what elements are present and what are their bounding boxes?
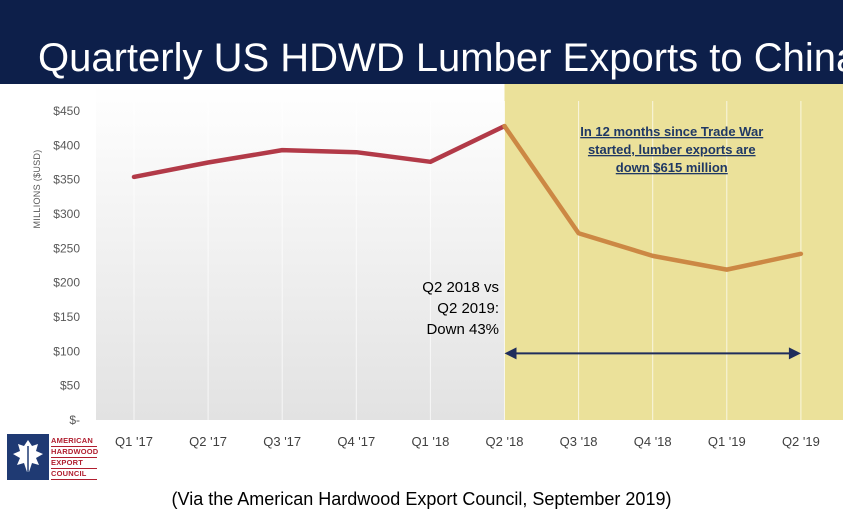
source-caption: (Via the American Hardwood Export Counci… [171,489,672,509]
slide-title: Quarterly US HDWD Lumber Exports to Chin… [38,36,843,80]
x-tick-label: Q3 '17 [263,434,301,449]
line-chart: $- $50 $100 $150 $200 $250 $300 $350 $400 $450 MI… [32,84,843,449]
y-tick-label: $150 [53,310,80,324]
logo-line: HARDWOOD [51,447,99,458]
x-tick-label: Q4 '18 [634,434,672,449]
y-tick-label: $250 [53,241,80,255]
comparison-arrow [504,347,801,360]
trade-war-highlight-region [504,84,843,420]
ahec-logo: AMERICAN HARDWOOD EXPORT COUNCIL [7,434,99,480]
x-tick-label: Q4 '17 [337,434,375,449]
x-tick-label: Q1 '19 [708,434,746,449]
x-tick-label: Q2 '17 [189,434,227,449]
logo-line: EXPORT [51,458,97,469]
trade-war-callout: In 12 months since Trade War started, lum… [580,124,763,175]
y-tick-label: $- [69,413,80,427]
logo-line: AMERICAN [51,436,97,447]
y-tick-label: $200 [53,276,80,290]
x-tick-label: Q3 '18 [560,434,598,449]
y-axis-ticks: $- $50 $100 $150 $200 $250 $300 $350 $400 $450 [53,104,80,427]
y-tick-label: $400 [53,138,80,152]
arrow-head-right [788,347,801,360]
arrow-head-left [504,347,517,360]
comparison-annotation: Q2 2018 vs Q2 2019: Down 43% [422,279,499,338]
comparison-line: Q2 2019: [437,300,499,317]
y-axis-title: MILLIONS ($USD) [32,149,42,228]
x-tick-label: Q2 '19 [782,434,820,449]
gridlines [133,101,802,420]
comparison-line: Q2 2018 vs [422,279,499,296]
series-line-pre-trade-war [131,123,507,180]
comparison-line: Down 43% [426,321,499,338]
y-tick-label: $50 [60,379,80,393]
x-tick-label: Q1 '18 [411,434,449,449]
y-tick-label: $350 [53,173,80,187]
series-lines [131,123,804,272]
x-tick-label: Q2 '18 [486,434,524,449]
logo-line: COUNCIL [51,469,97,480]
callout-line: In 12 months since Trade War [580,124,763,139]
oak-leaf-icon [7,434,49,480]
x-tick-label: Q1 '17 [115,434,153,449]
x-axis-ticks: Q1 '17 Q2 '17 Q3 '17 Q4 '17 Q1 '18 Q2 '18 Q3 '… [115,434,820,449]
y-tick-label: $100 [53,344,80,358]
series-line-post-trade-war [502,123,804,272]
y-tick-label: $300 [53,207,80,221]
title-bar: Quarterly US HDWD Lumber Exports to Chin… [0,0,843,84]
callout-line: started, lumber exports are [588,142,756,157]
y-tick-label: $450 [53,104,80,118]
callout-line: down $615 million [616,160,728,175]
logo-wordmark: AMERICAN HARDWOOD EXPORT COUNCIL [51,436,99,480]
